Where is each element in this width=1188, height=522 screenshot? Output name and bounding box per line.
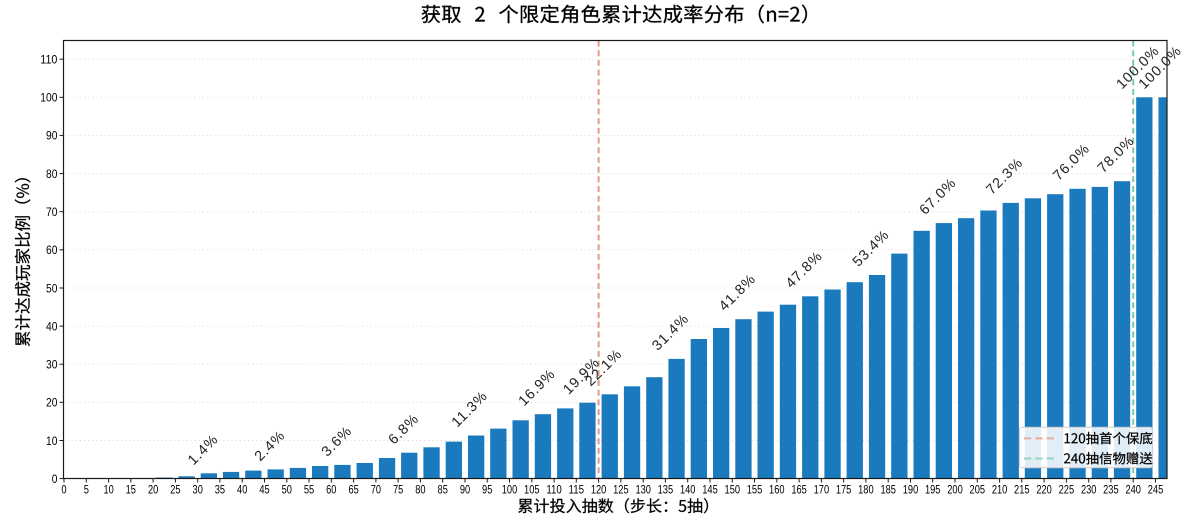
svg-text:110: 110 bbox=[546, 483, 562, 497]
svg-text:55: 55 bbox=[304, 483, 315, 497]
svg-text:145: 145 bbox=[702, 483, 718, 497]
svg-text:90: 90 bbox=[460, 483, 471, 497]
svg-text:245: 245 bbox=[1148, 483, 1164, 497]
svg-text:155: 155 bbox=[747, 483, 763, 497]
svg-text:60: 60 bbox=[46, 243, 58, 257]
svg-text:85: 85 bbox=[438, 483, 449, 497]
svg-text:10: 10 bbox=[103, 483, 114, 497]
svg-text:240: 240 bbox=[1125, 483, 1141, 497]
svg-text:220: 220 bbox=[1036, 483, 1052, 497]
svg-text:80: 80 bbox=[415, 483, 426, 497]
svg-text:190: 190 bbox=[903, 483, 919, 497]
svg-text:195: 195 bbox=[925, 483, 941, 497]
svg-text:20: 20 bbox=[148, 483, 159, 497]
svg-text:45: 45 bbox=[259, 483, 270, 497]
svg-text:5: 5 bbox=[84, 483, 89, 497]
svg-text:140: 140 bbox=[680, 483, 696, 497]
svg-text:100: 100 bbox=[502, 483, 518, 497]
svg-text:200: 200 bbox=[947, 483, 963, 497]
svg-text:80: 80 bbox=[46, 167, 58, 181]
svg-text:120: 120 bbox=[591, 483, 607, 497]
svg-text:215: 215 bbox=[1014, 483, 1030, 497]
svg-text:30: 30 bbox=[46, 358, 58, 372]
svg-text:165: 165 bbox=[791, 483, 807, 497]
svg-text:70: 70 bbox=[371, 483, 382, 497]
svg-text:130: 130 bbox=[635, 483, 651, 497]
svg-text:235: 235 bbox=[1103, 483, 1119, 497]
svg-text:25: 25 bbox=[170, 483, 181, 497]
svg-text:230: 230 bbox=[1081, 483, 1097, 497]
svg-text:15: 15 bbox=[126, 483, 137, 497]
svg-text:180: 180 bbox=[858, 483, 874, 497]
svg-text:60: 60 bbox=[326, 483, 337, 497]
svg-text:125: 125 bbox=[613, 483, 629, 497]
svg-text:95: 95 bbox=[482, 483, 493, 497]
svg-text:65: 65 bbox=[348, 483, 359, 497]
svg-text:40: 40 bbox=[46, 319, 58, 333]
svg-text:185: 185 bbox=[880, 483, 896, 497]
svg-text:90: 90 bbox=[46, 129, 58, 143]
svg-text:150: 150 bbox=[725, 483, 741, 497]
svg-text:175: 175 bbox=[836, 483, 852, 497]
svg-text:50: 50 bbox=[282, 483, 293, 497]
svg-text:170: 170 bbox=[814, 483, 830, 497]
svg-text:115: 115 bbox=[569, 483, 585, 497]
svg-text:210: 210 bbox=[992, 483, 1008, 497]
svg-text:135: 135 bbox=[658, 483, 674, 497]
svg-text:110: 110 bbox=[40, 53, 57, 67]
svg-text:75: 75 bbox=[393, 483, 404, 497]
svg-text:225: 225 bbox=[1059, 483, 1075, 497]
svg-text:0: 0 bbox=[52, 472, 58, 486]
svg-text:70: 70 bbox=[46, 205, 58, 219]
svg-text:100: 100 bbox=[40, 91, 57, 105]
svg-text:35: 35 bbox=[215, 483, 226, 497]
svg-text:205: 205 bbox=[970, 483, 986, 497]
svg-text:30: 30 bbox=[193, 483, 204, 497]
svg-text:0: 0 bbox=[61, 483, 66, 497]
svg-text:10: 10 bbox=[46, 434, 58, 448]
svg-text:160: 160 bbox=[769, 483, 785, 497]
svg-text:105: 105 bbox=[524, 483, 540, 497]
svg-text:50: 50 bbox=[46, 281, 58, 295]
svg-text:20: 20 bbox=[46, 396, 58, 410]
svg-text:40: 40 bbox=[237, 483, 248, 497]
